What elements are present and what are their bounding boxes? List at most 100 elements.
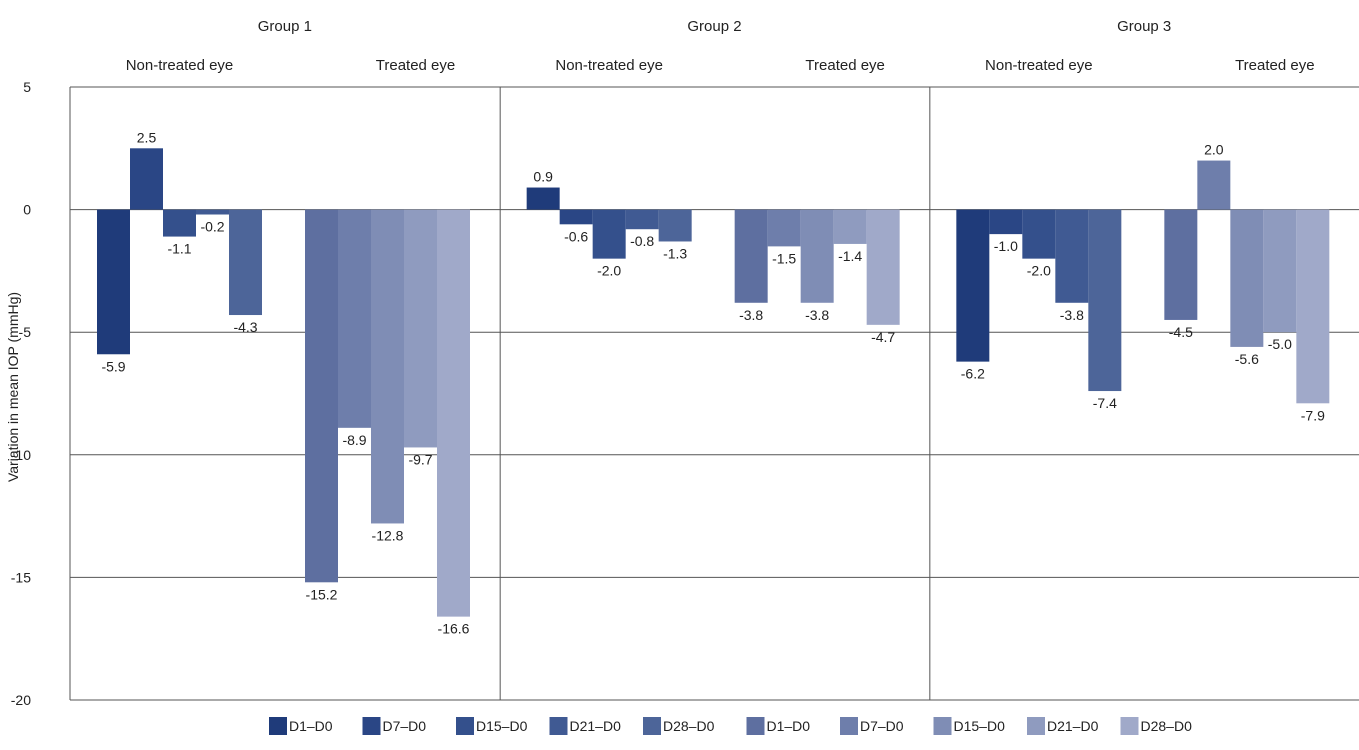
legend-swatch bbox=[549, 717, 568, 735]
legend-swatch bbox=[1027, 717, 1045, 735]
data-labels: -5.9 2.5 -1.1 -0.2 -4.3 -15.2 -8.9 -12.8 -9.7 -16… bbox=[101, 129, 1325, 636]
panel-label: Non-treated eye bbox=[555, 57, 663, 74]
panel-label: Treated eye bbox=[376, 57, 456, 74]
legend: D1–D0 D7–D0 D15–D0 D21–D0 D28–D0 D1–D0 D7–D0 D1… bbox=[269, 717, 1192, 735]
panel-label: Treated eye bbox=[1235, 57, 1315, 74]
group-title: Group 3 bbox=[1117, 18, 1171, 35]
panel-label: Non-treated eye bbox=[126, 57, 234, 74]
data-label: -12.8 bbox=[372, 527, 404, 543]
bars bbox=[97, 148, 1330, 617]
legend-label: D7–D0 bbox=[860, 718, 904, 734]
bar bbox=[1164, 209, 1198, 320]
panel-label: Treated eye bbox=[805, 57, 885, 74]
data-label: -0.6 bbox=[564, 228, 588, 244]
data-label: -4.3 bbox=[233, 319, 257, 335]
y-tick-label: 0 bbox=[23, 202, 31, 218]
bar bbox=[163, 209, 196, 237]
bar bbox=[956, 209, 990, 362]
legend-swatch bbox=[746, 717, 765, 735]
data-label: -1.3 bbox=[663, 245, 687, 261]
data-label: -3.8 bbox=[805, 307, 829, 323]
group-headers: Group 1 Non-treated eye Treated eye Group 2… bbox=[126, 18, 1315, 74]
data-label: -5.6 bbox=[1235, 351, 1259, 367]
bar bbox=[989, 209, 1023, 235]
bar bbox=[1296, 209, 1330, 404]
bar bbox=[625, 209, 659, 230]
data-label: -8.9 bbox=[342, 432, 366, 448]
y-axis-label: Variation in mean IOP (mmHg) bbox=[5, 292, 21, 482]
data-label: -4.7 bbox=[871, 329, 895, 345]
legend-label: D21–D0 bbox=[1047, 718, 1099, 734]
data-label: -7.9 bbox=[1301, 407, 1325, 423]
legend-label: D1–D0 bbox=[289, 718, 333, 734]
data-label: 0.9 bbox=[533, 169, 553, 185]
plot-frame bbox=[69, 87, 1359, 701]
group-title: Group 2 bbox=[687, 18, 741, 35]
legend-swatch bbox=[933, 717, 952, 735]
y-tick-label: -5 bbox=[19, 324, 32, 340]
y-tick-label: 5 bbox=[23, 79, 31, 95]
bar bbox=[734, 209, 768, 303]
data-label: -7.4 bbox=[1093, 395, 1117, 411]
legend-label: D28–D0 bbox=[663, 718, 715, 734]
data-label: -1.4 bbox=[838, 248, 862, 264]
data-label: 2.0 bbox=[1204, 142, 1224, 158]
data-label: -15.2 bbox=[306, 586, 338, 602]
data-label: -5.9 bbox=[101, 358, 125, 374]
y-tick-label: -20 bbox=[11, 692, 31, 708]
bar bbox=[1230, 209, 1264, 347]
y-axis: 5 0 -5 -10 -15 -20 bbox=[11, 79, 31, 708]
legend-swatch bbox=[362, 717, 381, 735]
data-label: -3.8 bbox=[739, 307, 763, 323]
y-tick-label: -15 bbox=[11, 569, 31, 585]
bar bbox=[1022, 209, 1056, 259]
group-title: Group 1 bbox=[258, 18, 312, 35]
bar bbox=[229, 209, 262, 316]
data-label: -16.6 bbox=[438, 621, 470, 637]
legend-label: D15–D0 bbox=[476, 718, 528, 734]
bar bbox=[592, 209, 626, 259]
data-label: -0.8 bbox=[630, 233, 654, 249]
legend-label: D15–D0 bbox=[954, 718, 1006, 734]
y-tick-label: -10 bbox=[11, 447, 31, 463]
data-label: -9.7 bbox=[408, 451, 432, 467]
bar bbox=[338, 209, 371, 428]
bar bbox=[371, 209, 404, 524]
bar bbox=[196, 209, 229, 215]
data-label: -1.1 bbox=[167, 241, 191, 257]
data-label: -5.0 bbox=[1268, 336, 1292, 352]
bar bbox=[658, 209, 692, 242]
data-label: -1.5 bbox=[772, 250, 796, 266]
legend-swatch bbox=[840, 717, 858, 735]
data-label: -6.2 bbox=[961, 366, 985, 382]
data-label: -0.2 bbox=[200, 219, 224, 235]
bar bbox=[1088, 209, 1122, 392]
bar bbox=[305, 209, 338, 583]
bar bbox=[404, 209, 437, 448]
bar bbox=[526, 187, 560, 210]
legend-label: D28–D0 bbox=[1141, 718, 1193, 734]
legend-swatch bbox=[269, 717, 287, 735]
legend-label: D7–D0 bbox=[383, 718, 427, 734]
panel-label: Non-treated eye bbox=[985, 57, 1093, 74]
data-label: -3.8 bbox=[1060, 307, 1084, 323]
bar bbox=[97, 209, 130, 355]
gridlines bbox=[70, 86, 1359, 578]
legend-swatch bbox=[1120, 717, 1139, 735]
bar bbox=[800, 209, 834, 303]
data-label: -1.0 bbox=[994, 238, 1018, 254]
bar bbox=[1263, 209, 1297, 333]
bar bbox=[437, 209, 470, 617]
legend-swatch bbox=[456, 717, 474, 735]
bar bbox=[1197, 160, 1231, 210]
data-label: -2.0 bbox=[1027, 263, 1051, 279]
legend-label: D1–D0 bbox=[767, 718, 811, 734]
bar bbox=[833, 209, 867, 244]
bar bbox=[866, 209, 900, 325]
bar bbox=[130, 148, 163, 210]
bar bbox=[767, 209, 801, 247]
bar bbox=[559, 209, 593, 225]
bar bbox=[1055, 209, 1089, 303]
data-label: -2.0 bbox=[597, 263, 621, 279]
